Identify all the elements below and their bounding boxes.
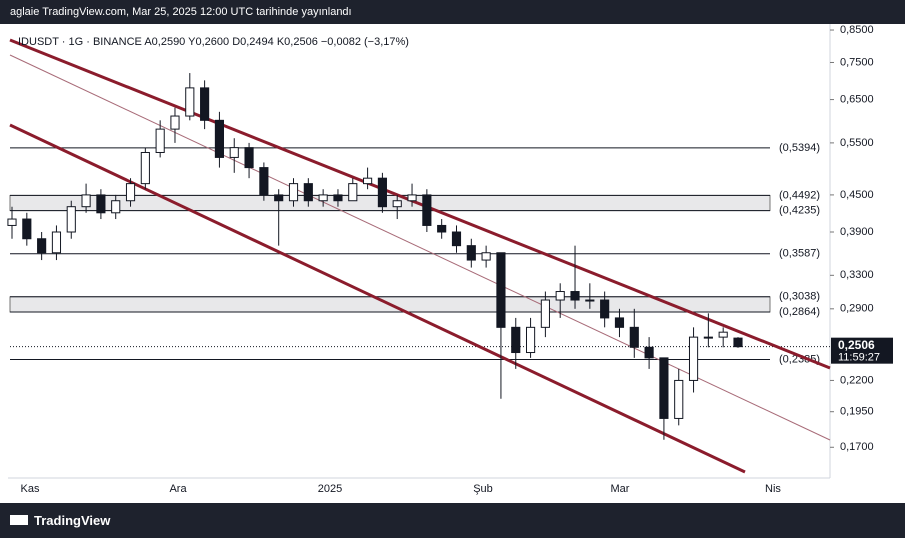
- candle-body: [229, 147, 239, 158]
- candle-body: [718, 331, 728, 338]
- candle-body: [733, 337, 743, 348]
- y-tick-label: 0,1700: [840, 441, 874, 453]
- candle-body: [244, 147, 254, 169]
- candle-body: [377, 177, 387, 208]
- candle-body: [511, 326, 521, 354]
- y-tick-label: 0,3900: [840, 226, 874, 238]
- candle-body: [703, 336, 713, 339]
- candle-body: [451, 231, 462, 247]
- y-tick-label: 0,4500: [840, 189, 874, 201]
- candle-body: [155, 128, 165, 153]
- candle-body: [185, 87, 195, 117]
- candle-body: [674, 379, 684, 419]
- level-label: (0,5394): [779, 142, 820, 154]
- y-tick-label: 0,6500: [840, 93, 874, 105]
- candle-body: [96, 194, 106, 214]
- candle-body: [333, 194, 343, 202]
- candle-body: [659, 357, 669, 419]
- candle-body: [111, 200, 121, 214]
- level-label: (0,4235): [779, 205, 820, 217]
- candle-body: [81, 194, 91, 208]
- level-label: (0,2385): [779, 353, 820, 365]
- level-label: (0,2864): [779, 306, 820, 318]
- chart: (0,5394) (0,4492) (0,4235) (0,3587) (0,3038)…: [0, 23, 905, 503]
- candle-body: [540, 299, 550, 328]
- candle-body: [437, 224, 447, 233]
- y-tick-label: 0,2900: [840, 303, 874, 315]
- countdown-label: 11:59:27: [838, 352, 880, 364]
- candle-body: [688, 336, 699, 381]
- candle-body: [125, 183, 136, 202]
- candle-body: [37, 238, 47, 254]
- candle-body: [288, 183, 299, 202]
- candle-body: [140, 151, 150, 185]
- chart-background: [0, 24, 905, 503]
- x-tick-label: Kas: [21, 483, 40, 495]
- candle-body: [200, 87, 210, 121]
- candle-body: [555, 291, 565, 301]
- footer-brand: TradingView: [0, 503, 905, 538]
- y-tick-label: 0,7500: [840, 56, 874, 68]
- y-tick-label: 0,8500: [840, 24, 874, 36]
- candle-body: [259, 167, 269, 196]
- candle-body: [318, 194, 328, 202]
- candle-body: [66, 206, 76, 233]
- candle-body: [585, 299, 595, 302]
- candle-body: [629, 326, 639, 348]
- candle-body: [481, 252, 491, 261]
- candle-body: [303, 183, 313, 202]
- candle-body: [466, 245, 476, 261]
- candle-body: [614, 317, 625, 328]
- candle-body: [570, 291, 580, 301]
- x-tick-label: 2025: [318, 483, 342, 495]
- symbol-legend: IDUSDT · 1G · BINANCE A0,2590 Y0,2600 D0…: [18, 36, 409, 48]
- level-label: (0,4492): [779, 189, 820, 201]
- candle-body: [644, 346, 654, 359]
- candle-body: [363, 177, 373, 185]
- x-tick-label: Ara: [169, 483, 187, 495]
- candle-body: [51, 231, 62, 254]
- y-tick-label: 0,2200: [840, 374, 874, 386]
- candle-body: [214, 119, 225, 158]
- x-tick-label: Mar: [611, 483, 630, 495]
- candle-body: [170, 115, 180, 130]
- candle-body: [496, 252, 506, 328]
- candle-body: [392, 200, 402, 208]
- channel-lower: [9, 123, 746, 474]
- zone: [9, 194, 771, 212]
- candle-body: [22, 218, 32, 240]
- channel-upper: [9, 38, 831, 370]
- x-tick-label: Nis: [765, 483, 781, 495]
- candle-body: [525, 326, 536, 354]
- candle-body: [274, 194, 284, 202]
- candle-body: [600, 299, 610, 319]
- level-label: (0,3587): [779, 248, 820, 260]
- candle-body: [348, 183, 358, 202]
- y-tick-label: 0,5500: [840, 137, 874, 149]
- level-label: (0,3038): [779, 291, 820, 303]
- brand-logo: [10, 515, 28, 525]
- candle-body: [422, 194, 432, 226]
- candle-body: [407, 194, 417, 202]
- x-tick-label: Şub: [473, 483, 493, 495]
- last-price-box: [831, 337, 893, 364]
- candle-body: [7, 218, 17, 226]
- y-tick-label: 0,1950: [840, 406, 874, 418]
- y-tick-label: 0,3300: [840, 269, 874, 281]
- publish-header: aglaie TradingView.com, Mar 25, 2025 12:…: [0, 0, 905, 24]
- last-price-label: 0,2506: [838, 338, 875, 352]
